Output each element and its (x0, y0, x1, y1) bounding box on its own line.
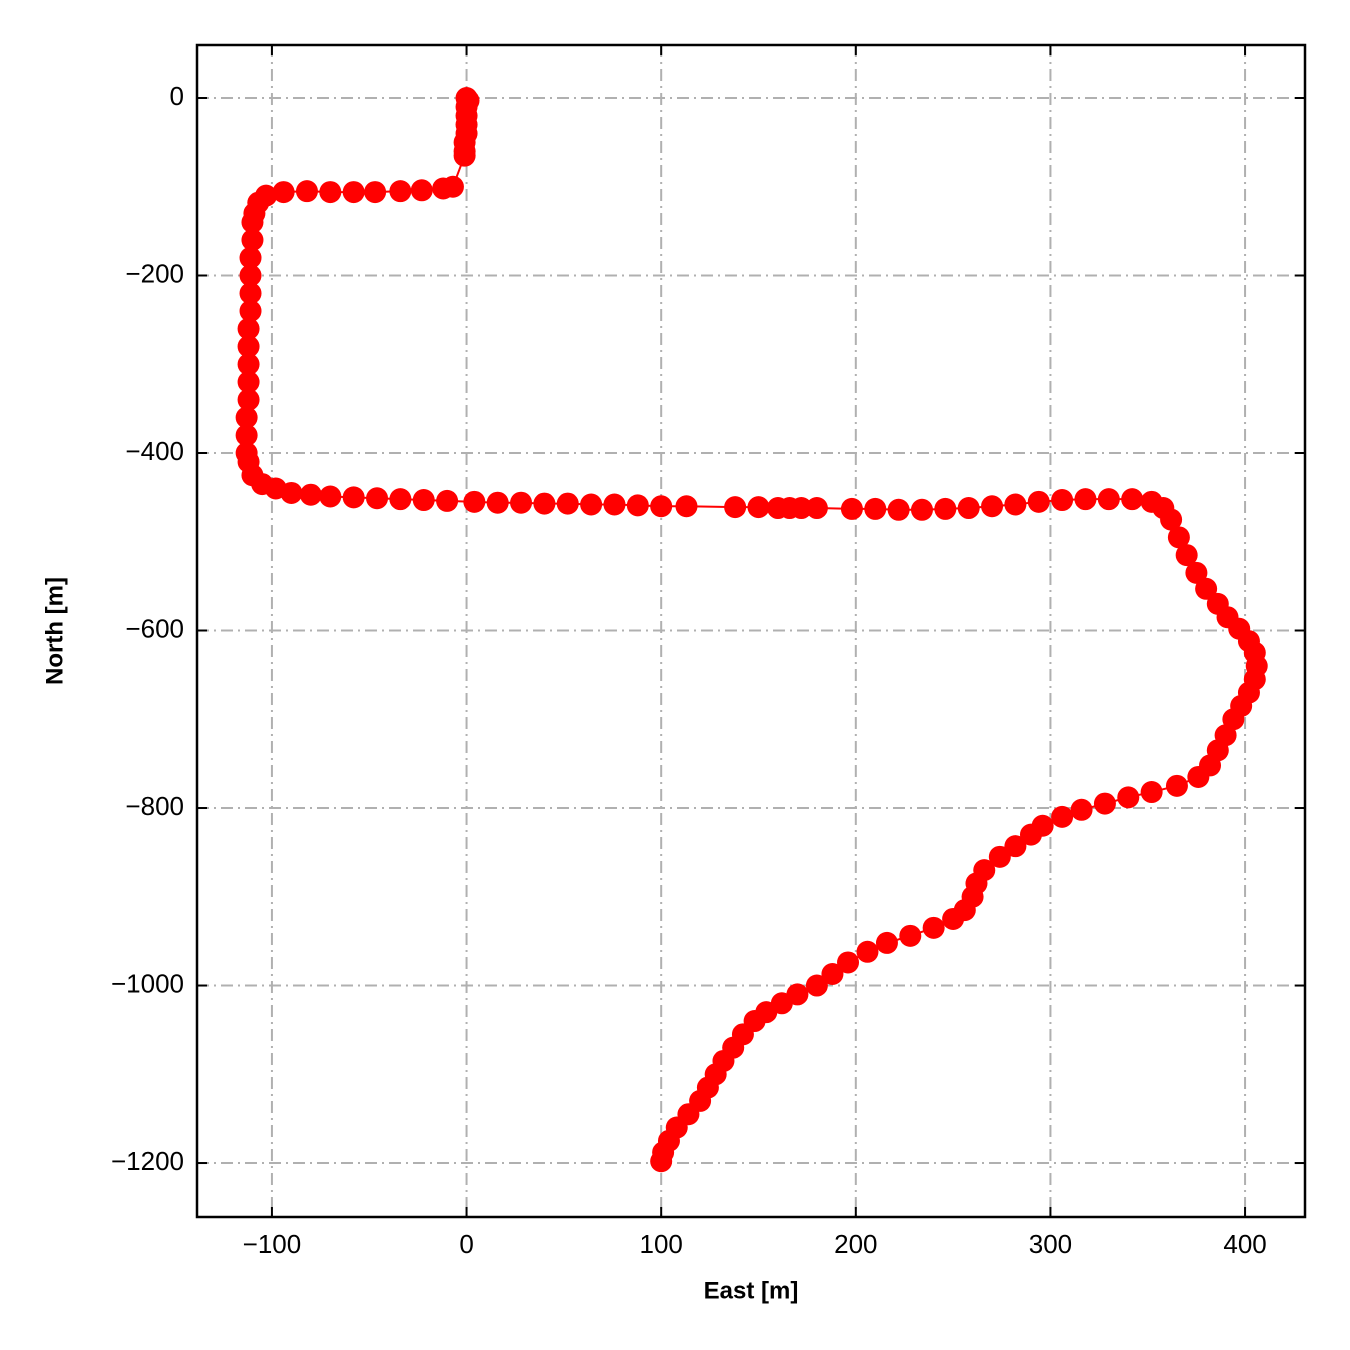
marker (389, 488, 412, 511)
marker (533, 492, 556, 515)
marker (747, 496, 770, 519)
marker (805, 974, 828, 997)
marker (1074, 488, 1097, 511)
marker (988, 845, 1011, 868)
y-tick-label: −600 (125, 613, 184, 643)
marker (486, 491, 509, 514)
marker (412, 489, 435, 512)
marker (1187, 765, 1210, 788)
marker (1121, 488, 1144, 511)
marker (1165, 774, 1188, 797)
marker (580, 493, 603, 516)
marker (235, 406, 258, 429)
marker (410, 179, 433, 202)
marker (864, 497, 887, 520)
marker (910, 498, 933, 521)
marker (453, 144, 476, 167)
marker (981, 495, 1004, 518)
y-tick-label: −200 (125, 258, 184, 288)
marker (237, 335, 260, 358)
marker (299, 483, 322, 506)
marker (1004, 835, 1027, 858)
y-tick-label: −1200 (111, 1146, 184, 1176)
marker (922, 916, 945, 939)
x-tick-label: −100 (243, 1229, 302, 1259)
marker (239, 246, 262, 269)
marker (389, 180, 412, 203)
marker (241, 228, 264, 251)
x-tick-label: 0 (459, 1229, 473, 1259)
y-tick-label: −1000 (111, 968, 184, 998)
x-axis-label: East [m] (704, 1277, 799, 1304)
marker (1004, 493, 1027, 516)
marker (1027, 490, 1050, 513)
marker (675, 495, 698, 518)
marker (235, 424, 258, 447)
marker (650, 495, 673, 518)
marker (934, 497, 957, 520)
marker (366, 487, 389, 510)
marker (1140, 781, 1163, 804)
marker (237, 388, 260, 411)
marker (887, 498, 910, 521)
marker (1051, 489, 1074, 512)
marker (1097, 488, 1120, 511)
marker (463, 490, 486, 513)
x-tick-label: 100 (639, 1229, 682, 1259)
x-tick-label: 300 (1029, 1229, 1072, 1259)
marker (1019, 823, 1042, 846)
marker (436, 489, 459, 512)
marker (821, 962, 844, 985)
marker (1070, 798, 1093, 821)
marker (556, 492, 579, 515)
plot-frame (195, 43, 1307, 1219)
y-tick-label: −800 (125, 791, 184, 821)
marker (319, 181, 342, 204)
y-axis-label: North [m] (41, 577, 68, 685)
marker (237, 370, 260, 393)
marker (342, 181, 365, 204)
x-tick-label: 200 (834, 1229, 877, 1259)
marker (237, 317, 260, 340)
y-tick-label: −400 (125, 436, 184, 466)
marker (724, 496, 747, 519)
marker (957, 497, 980, 520)
marker (237, 353, 260, 376)
marker (1185, 561, 1208, 584)
marker (1051, 805, 1074, 828)
marker (840, 497, 863, 520)
marker (1093, 792, 1116, 815)
marker (241, 211, 264, 234)
marker (364, 181, 387, 204)
marker (1167, 526, 1190, 549)
marker (510, 491, 533, 514)
marker (295, 180, 318, 203)
marker (432, 177, 455, 200)
marker (239, 264, 262, 287)
marker (899, 924, 922, 947)
marker (342, 486, 365, 509)
marker (790, 497, 813, 520)
marker (319, 485, 342, 508)
y-tick-label: 0 (170, 81, 184, 111)
x-tick-label: 400 (1223, 1229, 1266, 1259)
marker (805, 497, 828, 520)
marker (239, 299, 262, 322)
marker (626, 494, 649, 517)
marker (280, 481, 303, 504)
marker (603, 493, 626, 516)
marker (837, 951, 860, 974)
marker (650, 1150, 673, 1173)
marker (1160, 508, 1183, 531)
marker (875, 931, 898, 954)
marker (239, 282, 262, 305)
marker (856, 940, 879, 963)
marker (942, 907, 965, 930)
marker (1117, 786, 1140, 809)
marker (1175, 544, 1198, 567)
marker (1195, 577, 1218, 600)
marker (272, 181, 295, 204)
